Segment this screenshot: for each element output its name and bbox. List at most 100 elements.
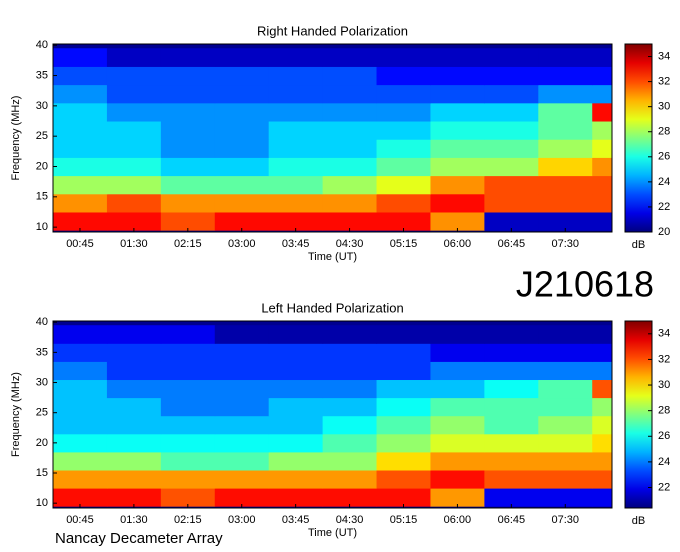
heatmap-cell: [268, 48, 324, 67]
heatmap-cell: [322, 175, 378, 195]
heatmap-cell: [106, 379, 162, 399]
heatmap-cell: [322, 121, 378, 140]
heatmap-cell: [53, 343, 108, 362]
heatmap-cell: [592, 157, 612, 177]
heatmap-cell: [484, 397, 539, 417]
heatmap-cell: [430, 415, 485, 435]
heatmap-cell: [268, 451, 324, 471]
x-tick-label: 05:15: [390, 238, 418, 250]
heatmap-cell: [430, 451, 485, 471]
heatmap-cell: [592, 415, 612, 435]
heatmap-cell: [160, 211, 216, 231]
y-axis-label: Frequency (MHz): [10, 96, 22, 181]
heatmap-cell: [538, 66, 593, 86]
heatmap-cell: [214, 469, 270, 489]
x-tick-label: 07:30: [552, 514, 580, 526]
heatmap-cell: [53, 84, 108, 104]
heatmap-cell: [538, 211, 593, 231]
colorbar-label: dB: [632, 515, 645, 527]
heatmap-cell: [322, 139, 378, 158]
heatmap-cell: [160, 102, 216, 122]
heatmap-cell: [160, 325, 216, 344]
heatmap-cell: [106, 433, 162, 453]
y-tick-label: 15: [36, 467, 48, 479]
heatmap-cell: [53, 121, 108, 140]
heatmap-cell: [214, 66, 270, 86]
heatmap-cell: [592, 84, 612, 104]
colorbar-tick-label: 34: [658, 328, 670, 340]
heatmap-cell: [214, 48, 270, 67]
x-tick-label: 04:30: [336, 238, 364, 250]
heatmap-cell: [484, 433, 539, 453]
dataset-label: J210618: [516, 264, 654, 305]
heatmap-cell: [214, 397, 270, 417]
heatmap-cell: [53, 48, 108, 67]
y-tick-label: 30: [36, 100, 48, 112]
y-tick-label: 30: [36, 376, 48, 388]
x-tick-label: 06:00: [444, 514, 472, 526]
colorbar-tick-label: 28: [658, 405, 670, 417]
heatmap-cell: [430, 343, 485, 362]
heatmap-cell: [430, 121, 485, 140]
heatmap-cell: [484, 102, 539, 122]
heatmap-cell: [322, 66, 378, 86]
heatmap-cell: [106, 211, 162, 231]
heatmap-cell: [268, 488, 324, 507]
y-tick-label: 35: [36, 69, 48, 81]
heatmap: [53, 48, 612, 231]
heatmap-cell: [106, 469, 162, 489]
colorbar-label: dB: [632, 239, 645, 251]
heatmap-cell: [268, 379, 324, 399]
heatmap-cell: [484, 379, 539, 399]
y-tick-label: 20: [36, 160, 48, 172]
heatmap-cell: [53, 66, 108, 86]
heatmap-cell: [53, 488, 108, 507]
heatmap-cell: [268, 211, 324, 231]
heatmap-cell: [160, 488, 216, 507]
heatmap-cell: [484, 48, 539, 67]
colorbar-tick-label: 34: [658, 50, 670, 62]
heatmap-cell: [53, 379, 108, 399]
y-tick-label: 10: [36, 221, 48, 233]
heatmap-cell: [592, 469, 612, 489]
heatmap-cell: [322, 48, 378, 67]
heatmap-cell: [538, 157, 593, 177]
heatmap-cell: [160, 139, 216, 158]
caption: Nancay Decameter Array: [55, 530, 223, 547]
heatmap-cell: [322, 397, 378, 417]
heatmap-cell: [53, 325, 108, 344]
heatmap-cell: [484, 121, 539, 140]
x-tick-label: 00:45: [66, 238, 94, 250]
x-tick-label: 04:30: [336, 514, 364, 526]
heatmap-cell: [160, 469, 216, 489]
heatmap-cell: [430, 397, 485, 417]
heatmap-cell: [592, 139, 612, 158]
heatmap-cell: [268, 121, 324, 140]
heatmap-cell: [430, 102, 485, 122]
heatmap-cell: [53, 415, 108, 435]
heatmap-cell: [53, 157, 108, 177]
x-axis-label: Time (UT): [308, 527, 357, 539]
heatmap-cell: [592, 397, 612, 417]
heatmap-cell: [214, 451, 270, 471]
heatmap-cell: [106, 48, 162, 67]
heatmap-cell: [376, 488, 431, 507]
heatmap-cell: [376, 433, 431, 453]
heatmap-cell: [484, 469, 539, 489]
heatmap-cell: [592, 451, 612, 471]
heatmap-cell: [214, 139, 270, 158]
y-tick-label: 40: [36, 39, 48, 51]
colorbar-tick-label: 26: [658, 151, 670, 163]
heatmap-cell: [106, 139, 162, 158]
chart-title: Left Handed Polarization: [261, 300, 403, 315]
heatmap-cell: [592, 48, 612, 67]
heatmap-cell: [106, 102, 162, 122]
heatmap-cell: [322, 193, 378, 213]
heatmap-cell: [214, 433, 270, 453]
heatmap-cell: [484, 488, 539, 507]
heatmap-cell: [538, 488, 593, 507]
heatmap-cell: [106, 325, 162, 344]
heatmap-cell: [322, 343, 378, 362]
heatmap-cell: [538, 48, 593, 67]
heatmap-cell: [160, 121, 216, 140]
